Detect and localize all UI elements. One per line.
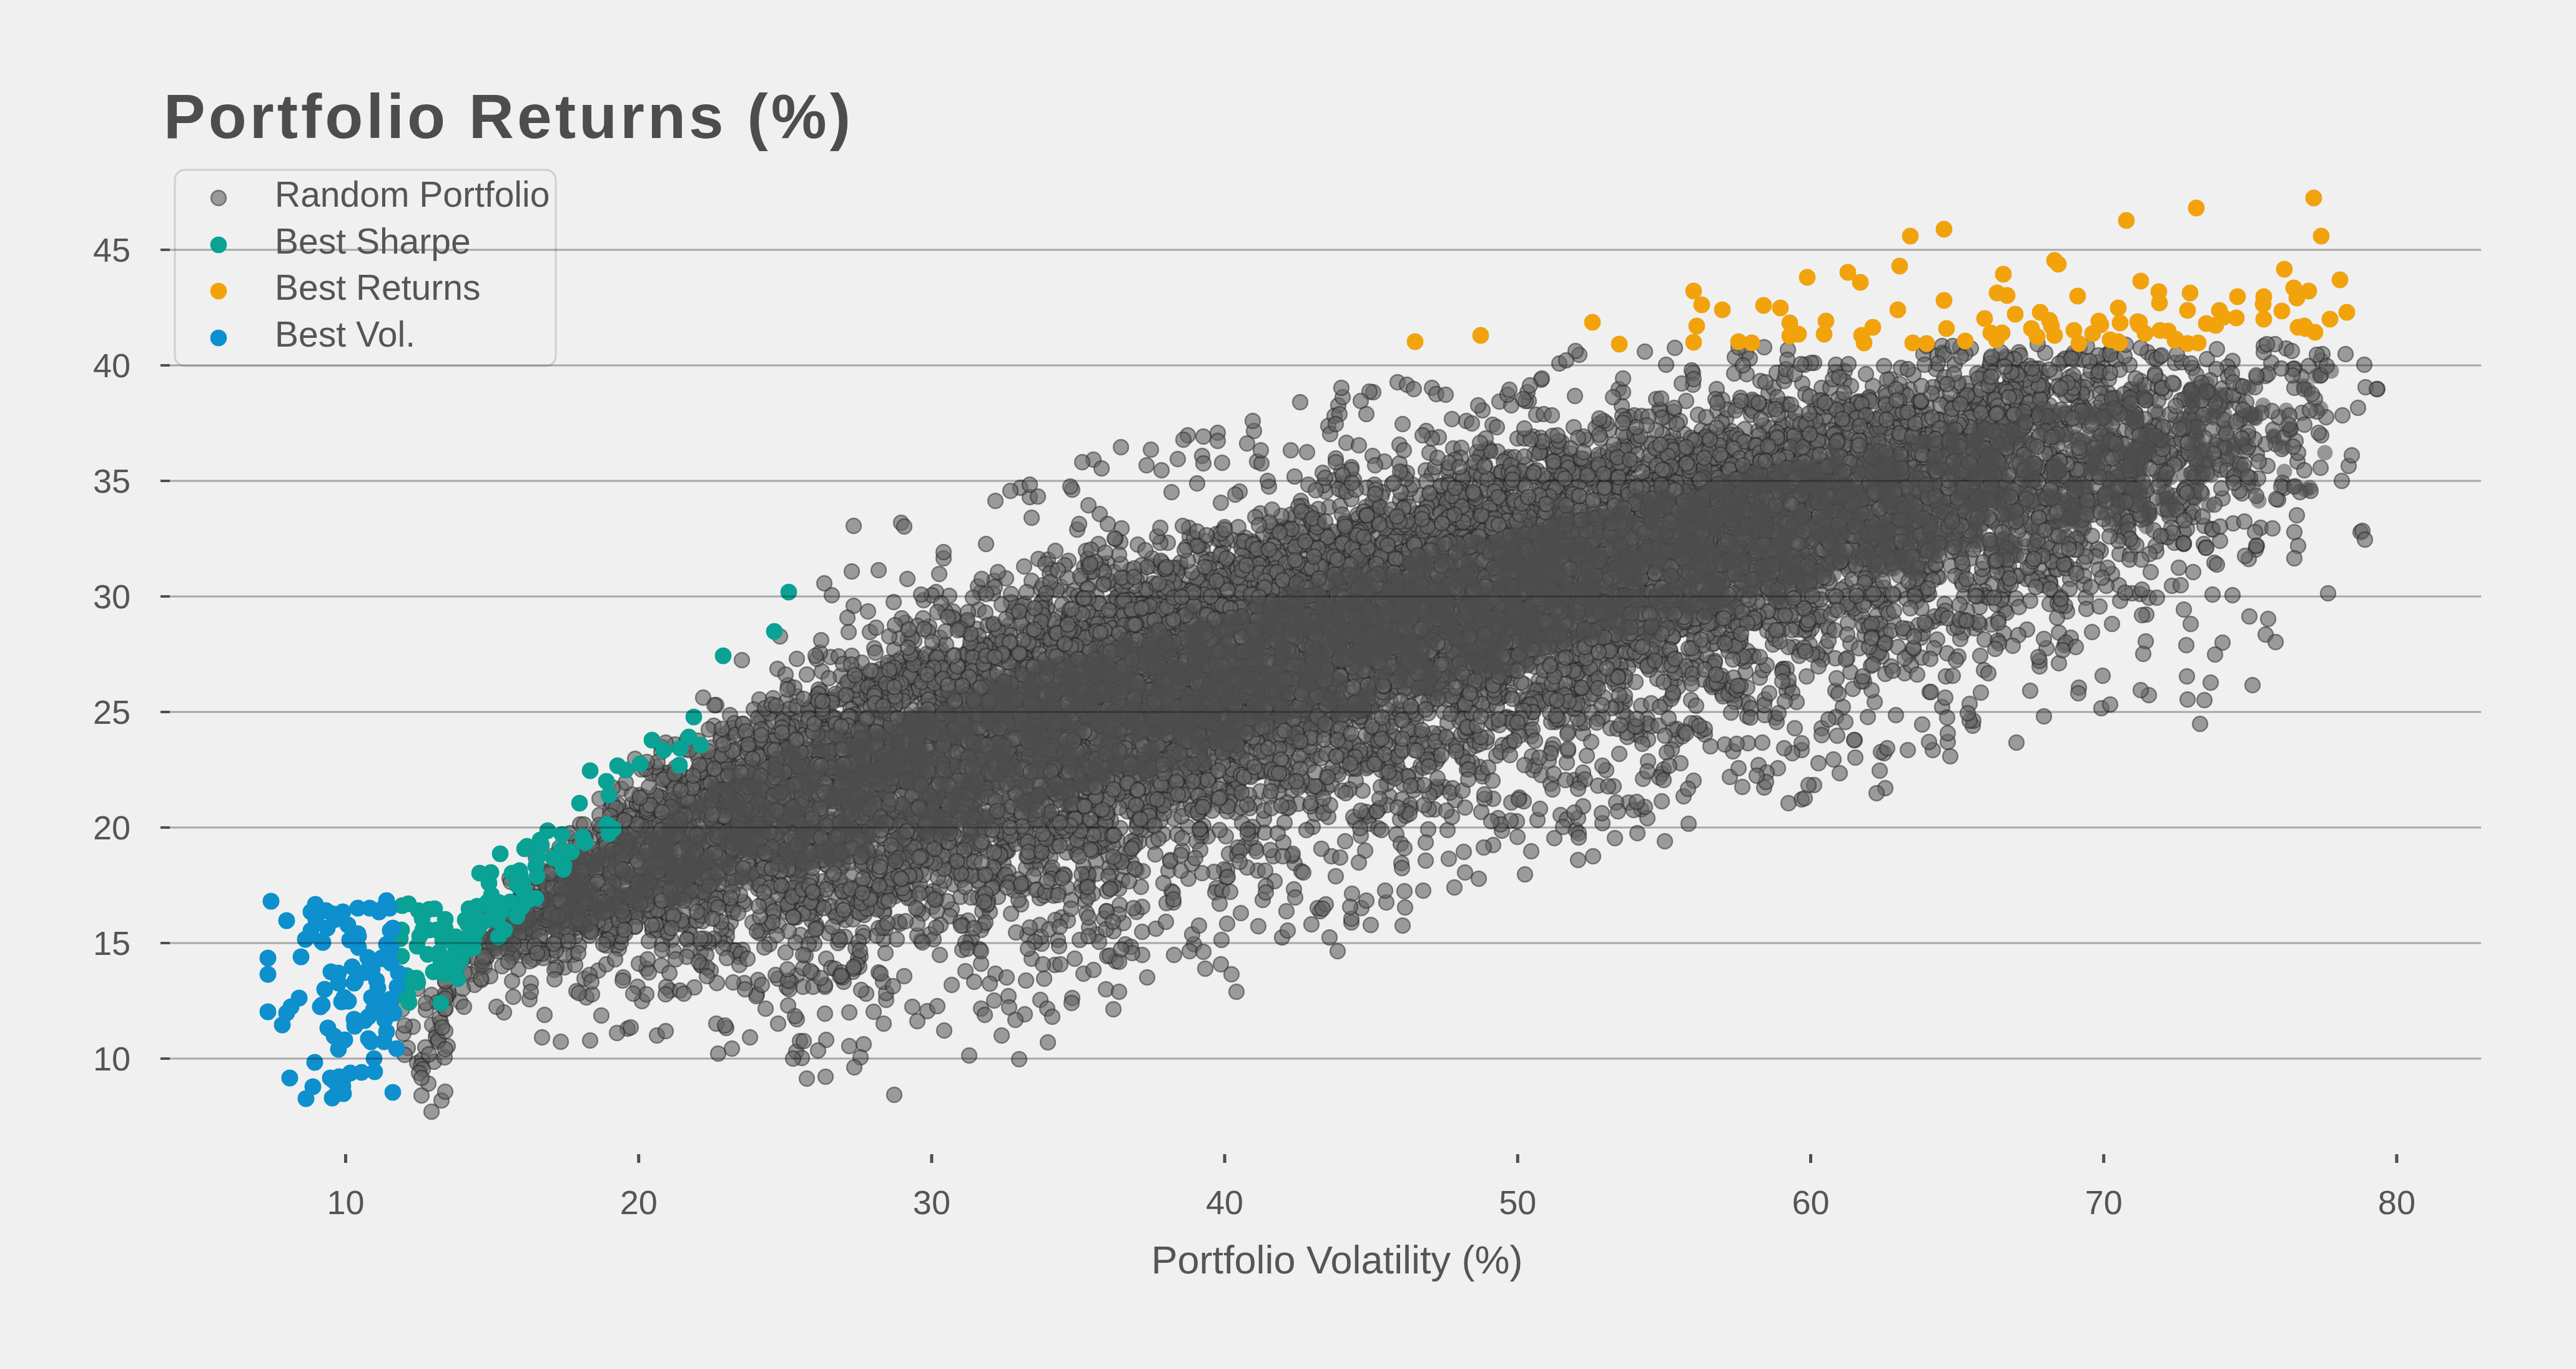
- svg-text:20: 20: [620, 1184, 658, 1221]
- svg-text:Best Sharpe: Best Sharpe: [275, 221, 471, 261]
- svg-text:Best Vol.: Best Vol.: [275, 314, 415, 354]
- svg-text:25: 25: [93, 693, 131, 731]
- svg-text:Portfolio Returns (%): Portfolio Returns (%): [164, 81, 854, 151]
- svg-text:40: 40: [93, 347, 131, 384]
- svg-text:30: 30: [93, 578, 131, 615]
- svg-text:45: 45: [93, 231, 131, 269]
- svg-text:60: 60: [1792, 1184, 1829, 1221]
- svg-text:Best Returns: Best Returns: [275, 267, 480, 307]
- svg-text:20: 20: [93, 809, 131, 846]
- svg-text:30: 30: [913, 1184, 950, 1221]
- svg-text:35: 35: [93, 462, 131, 500]
- svg-text:Random Portfolio: Random Portfolio: [275, 174, 550, 214]
- svg-text:80: 80: [2378, 1184, 2416, 1221]
- svg-text:50: 50: [1499, 1184, 1536, 1221]
- svg-text:70: 70: [2085, 1184, 2123, 1221]
- svg-text:40: 40: [1206, 1184, 1243, 1221]
- svg-text:10: 10: [93, 1040, 131, 1077]
- svg-text:Portfolio Volatility (%): Portfolio Volatility (%): [1151, 1238, 1522, 1282]
- svg-text:15: 15: [93, 924, 131, 962]
- svg-text:10: 10: [327, 1184, 364, 1221]
